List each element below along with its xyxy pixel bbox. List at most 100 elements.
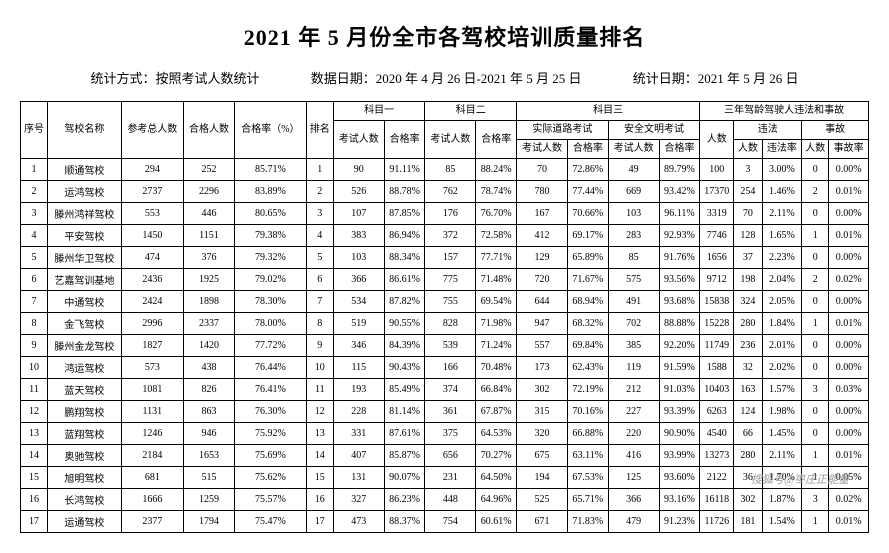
table-cell: 88.24% — [476, 159, 517, 181]
table-cell: 滕州鸿祥驾校 — [48, 203, 122, 225]
table-cell: 蓝天驾校 — [48, 379, 122, 401]
table-cell: 85 — [425, 159, 476, 181]
table-cell: 70.66% — [568, 203, 609, 225]
table-cell: 91.11% — [384, 159, 425, 181]
table-cell: 163 — [734, 379, 762, 401]
table-cell: 85.71% — [234, 159, 306, 181]
table-cell: 1.57% — [762, 379, 802, 401]
table-cell: 2184 — [121, 445, 183, 467]
table-cell: 473 — [333, 511, 384, 533]
table-cell: 1081 — [121, 379, 183, 401]
col-rank: 排名 — [306, 102, 333, 159]
table-cell: 83.89% — [234, 181, 306, 203]
table-cell: 1450 — [121, 225, 183, 247]
table-cell: 旭明驾校 — [48, 467, 122, 489]
table-cell: 64.53% — [476, 423, 517, 445]
table-cell: 519 — [333, 313, 384, 335]
table-cell: 3 — [802, 379, 829, 401]
table-cell: 331 — [333, 423, 384, 445]
table-cell: 515 — [183, 467, 234, 489]
table-cell: 0.02% — [829, 489, 869, 511]
table-cell: 412 — [517, 225, 568, 247]
table-cell: 70 — [517, 159, 568, 181]
table-cell: 573 — [121, 357, 183, 379]
col-ac-num: 人数 — [802, 140, 829, 159]
table-cell: 87.61% — [384, 423, 425, 445]
table-row: 13蓝翔驾校124694675.92%1333187.61%37564.53%3… — [21, 423, 869, 445]
col-three: 三年驾龄驾驶人违法和事故 — [700, 102, 869, 121]
table-cell: 15838 — [700, 291, 734, 313]
table-cell: 16118 — [700, 489, 734, 511]
table-row: 4平安驾校1450115179.38%438386.94%37272.58%41… — [21, 225, 869, 247]
table-cell: 1653 — [183, 445, 234, 467]
table-cell: 长鸿驾校 — [48, 489, 122, 511]
table-cell: 254 — [734, 181, 762, 203]
table-cell: 90.07% — [384, 467, 425, 489]
table-cell: 85.49% — [384, 379, 425, 401]
table-cell: 0.00% — [829, 247, 869, 269]
table-row: 3滕州鸿祥驾校55344680.65%310787.85%17676.70%16… — [21, 203, 869, 225]
table-cell: 85.87% — [384, 445, 425, 467]
table-cell: 7746 — [700, 225, 734, 247]
table-cell: 2377 — [121, 511, 183, 533]
table-cell: 艺嘉驾训基地 — [48, 269, 122, 291]
col-ac-rate: 事故率 — [829, 140, 869, 159]
table-cell: 15228 — [700, 313, 734, 335]
table-cell: 107 — [333, 203, 384, 225]
table-cell: 10403 — [700, 379, 734, 401]
stat-method: 统计方式：按照考试人数统计 — [90, 71, 259, 86]
table-row: 7中通驾校2424189878.30%753487.82%75569.54%64… — [21, 291, 869, 313]
table-cell: 77.44% — [568, 181, 609, 203]
table-cell: 6263 — [700, 401, 734, 423]
table-cell: 70 — [734, 203, 762, 225]
table-cell: 78.00% — [234, 313, 306, 335]
table-cell: 644 — [517, 291, 568, 313]
table-cell: 85 — [608, 247, 659, 269]
table-cell: 4540 — [700, 423, 734, 445]
table-cell: 0.00% — [829, 291, 869, 313]
table-cell: 2.02% — [762, 357, 802, 379]
table-cell: 0 — [802, 247, 829, 269]
table-cell: 12 — [306, 401, 333, 423]
table-cell: 81.14% — [384, 401, 425, 423]
table-row: 11蓝天驾校108182676.41%1119385.49%37466.84%3… — [21, 379, 869, 401]
table-cell: 3 — [802, 489, 829, 511]
table-cell: 0.00% — [829, 159, 869, 181]
table-cell: 2424 — [121, 291, 183, 313]
table-cell: 78.30% — [234, 291, 306, 313]
table-cell: 17 — [306, 511, 333, 533]
table-cell: 75.57% — [234, 489, 306, 511]
table-cell: 93.39% — [659, 401, 700, 423]
table-cell: 93.60% — [659, 467, 700, 489]
table-cell: 66.84% — [476, 379, 517, 401]
col-accident: 事故 — [802, 121, 869, 140]
table-cell: 0 — [802, 203, 829, 225]
col-k2-num: 考试人数 — [425, 121, 476, 159]
table-cell: 运通驾校 — [48, 511, 122, 533]
table-cell: 1 — [802, 445, 829, 467]
table-cell: 鹏翔驾校 — [48, 401, 122, 423]
table-cell: 金飞驾校 — [48, 313, 122, 335]
table-cell: 1259 — [183, 489, 234, 511]
table-cell: 90.90% — [659, 423, 700, 445]
col-k3-safe: 安全文明考试 — [608, 121, 700, 140]
table-cell: 88.34% — [384, 247, 425, 269]
table-cell: 1.65% — [762, 225, 802, 247]
table-cell: 14 — [21, 445, 48, 467]
table-cell: 0 — [802, 291, 829, 313]
table-cell: 346 — [333, 335, 384, 357]
table-cell: 3 — [734, 159, 762, 181]
col-seq: 序号 — [21, 102, 48, 159]
table-cell: 72.19% — [568, 379, 609, 401]
table-cell: 181 — [734, 511, 762, 533]
table-cell: 375 — [425, 423, 476, 445]
col-pass: 合格人数 — [183, 102, 234, 159]
table-cell: 2.11% — [762, 445, 802, 467]
table-cell: 中通驾校 — [48, 291, 122, 313]
table-cell: 9712 — [700, 269, 734, 291]
table-cell: 3319 — [700, 203, 734, 225]
table-cell: 366 — [333, 269, 384, 291]
table-cell: 2436 — [121, 269, 183, 291]
table-cell: 6 — [306, 269, 333, 291]
table-cell: 84.39% — [384, 335, 425, 357]
